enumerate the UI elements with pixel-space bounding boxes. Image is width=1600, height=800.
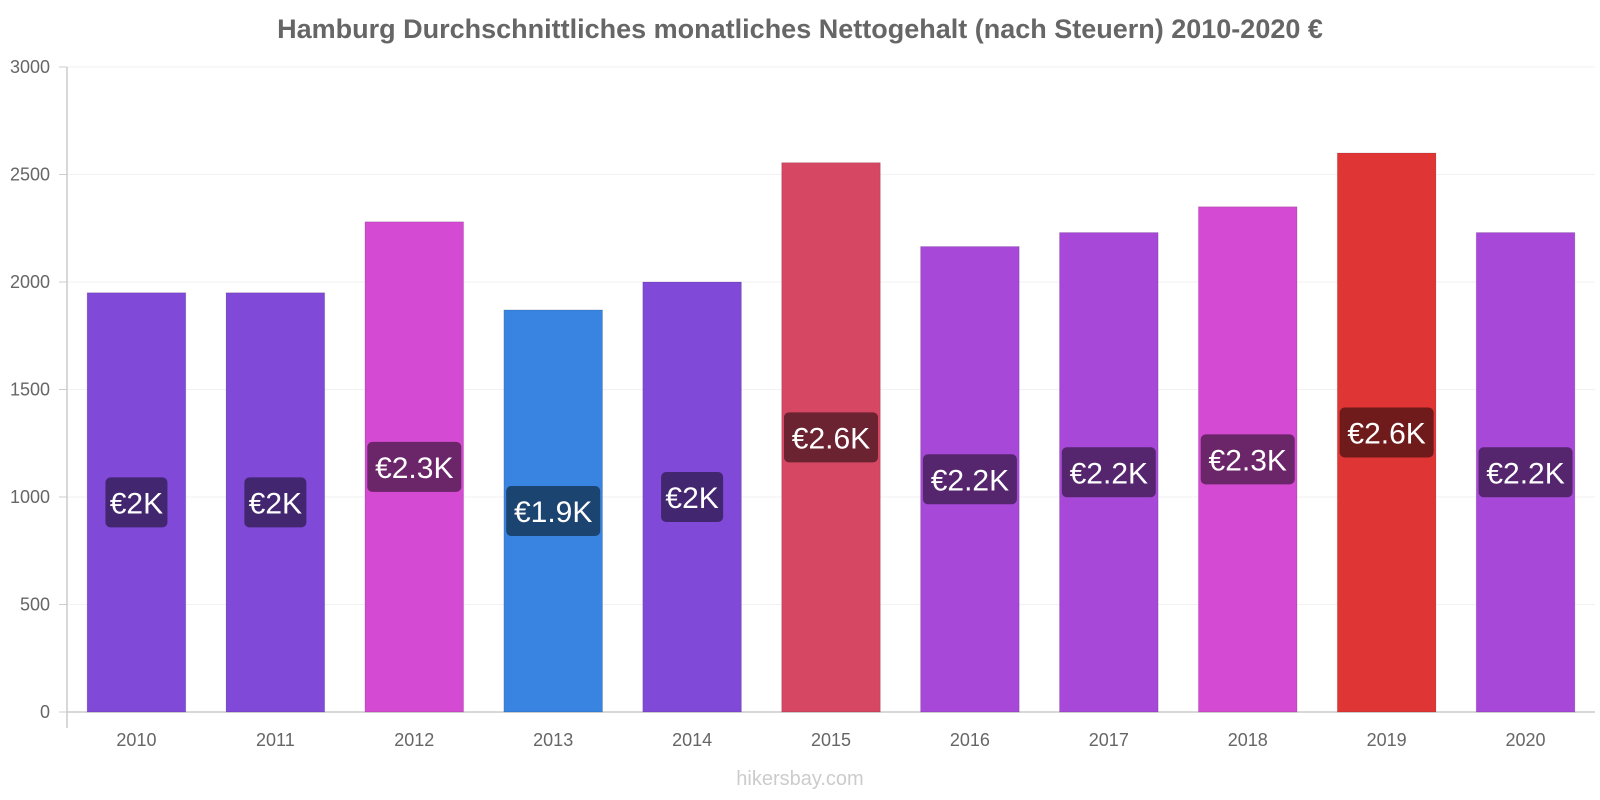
x-tick-label: 2012 — [394, 730, 434, 750]
data-label-bg — [1339, 407, 1434, 458]
data-label: €1.9K — [514, 496, 592, 529]
data-label-bg — [1061, 447, 1156, 498]
data-label: €2.2K — [1486, 457, 1564, 490]
data-label: €2K — [665, 482, 718, 515]
data-label: €2K — [249, 487, 302, 520]
y-tick-label: 1500 — [10, 380, 50, 400]
data-labels: €2K €2K €2.3K €1.9K €2K €2.6K €2.2K €2.2K €2.3K €… — [105, 407, 1573, 536]
data-label: €2K — [110, 487, 163, 520]
data-label: €2.2K — [1070, 457, 1148, 490]
x-tick-label: 2014 — [672, 730, 712, 750]
x-tick-label: 2011 — [256, 730, 295, 750]
data-label: €2.3K — [1209, 444, 1287, 477]
y-tick-label: 2500 — [10, 165, 50, 185]
y-tick-label: 3000 — [10, 57, 50, 77]
x-tick-label: 2017 — [1089, 730, 1129, 750]
x-tick-label: 2020 — [1506, 730, 1546, 750]
data-label: €2.6K — [1347, 418, 1425, 451]
data-label-bg — [661, 472, 724, 522]
data-label-bg — [506, 485, 601, 536]
data-label-bg — [244, 477, 307, 528]
y-tick-label: 2000 — [10, 272, 50, 292]
x-tick-label: 2019 — [1367, 730, 1407, 750]
axes: 0 500 1000 1500 2000 2500 3000 2010 2011 2012 2013… — [10, 57, 1595, 750]
x-tick-label: 2010 — [116, 730, 156, 750]
y-tick-label: 500 — [20, 595, 50, 615]
x-tick-label: 2016 — [950, 730, 990, 750]
data-label: €2.2K — [931, 464, 1009, 497]
data-label: €2.6K — [792, 422, 870, 455]
data-label-bg — [922, 454, 1017, 505]
x-tick-label: 2013 — [533, 730, 573, 750]
data-label: €2.3K — [375, 452, 453, 485]
x-tick-label: 2018 — [1228, 730, 1268, 750]
data-label-bg — [367, 441, 462, 492]
source-watermark: hikersbay.com — [736, 768, 864, 790]
data-label-bg — [1478, 447, 1573, 498]
y-tick-label: 1000 — [10, 487, 50, 507]
data-label-bg — [105, 477, 168, 528]
chart-title: Hamburg Durchschnittliches monatliches N… — [277, 14, 1323, 44]
y-tick-label: 0 — [40, 702, 50, 722]
data-label-bg — [784, 412, 878, 463]
x-tick-label: 2015 — [811, 730, 851, 750]
data-label-bg — [1200, 434, 1295, 485]
